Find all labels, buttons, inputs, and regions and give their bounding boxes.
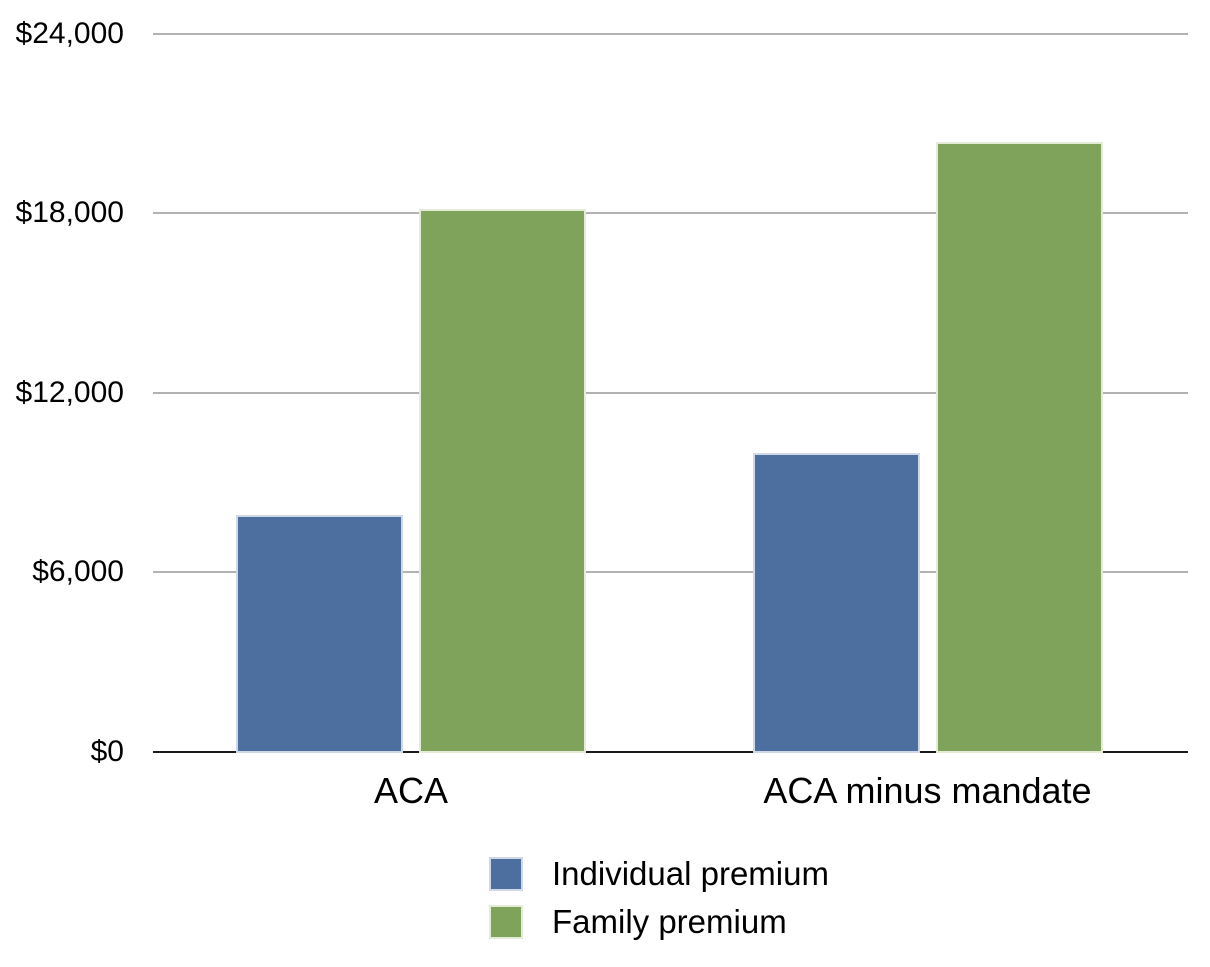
- y-axis-tick-label: $6,000: [32, 555, 124, 589]
- legend-label-family-premium: Family premium: [552, 903, 787, 940]
- gridline: [153, 571, 1188, 574]
- legend-item-individual-premium: Individual premium: [489, 855, 829, 893]
- gridline: [153, 212, 1188, 215]
- gridline: [153, 33, 1188, 35]
- y-axis-tick-label: $0: [90, 734, 124, 768]
- category-label-aca-minus-mandate: ACA minus mandate: [763, 770, 1092, 811]
- legend: Individual premium Family premium: [489, 855, 829, 941]
- bar-individual-premium-aca-minus-mandate: [752, 452, 920, 753]
- y-axis-tick-label: $18,000: [15, 196, 124, 230]
- legend-swatch-individual-premium: [489, 857, 523, 891]
- bar-family-premium-aca: [419, 208, 586, 753]
- gridline: [153, 391, 1188, 394]
- bar-individual-premium-aca: [236, 515, 403, 753]
- category-label-aca: ACA: [373, 770, 449, 811]
- bar-family-premium-aca-minus-mandate: [935, 141, 1103, 753]
- y-axis-tick-label: $12,000: [15, 375, 124, 409]
- y-axis-tick-label: $24,000: [15, 17, 124, 50]
- legend-swatch-family-premium: [489, 905, 523, 939]
- legend-label-individual-premium: Individual premium: [552, 855, 829, 892]
- x-axis-line: [153, 750, 1188, 753]
- legend-item-family-premium: Family premium: [489, 903, 829, 941]
